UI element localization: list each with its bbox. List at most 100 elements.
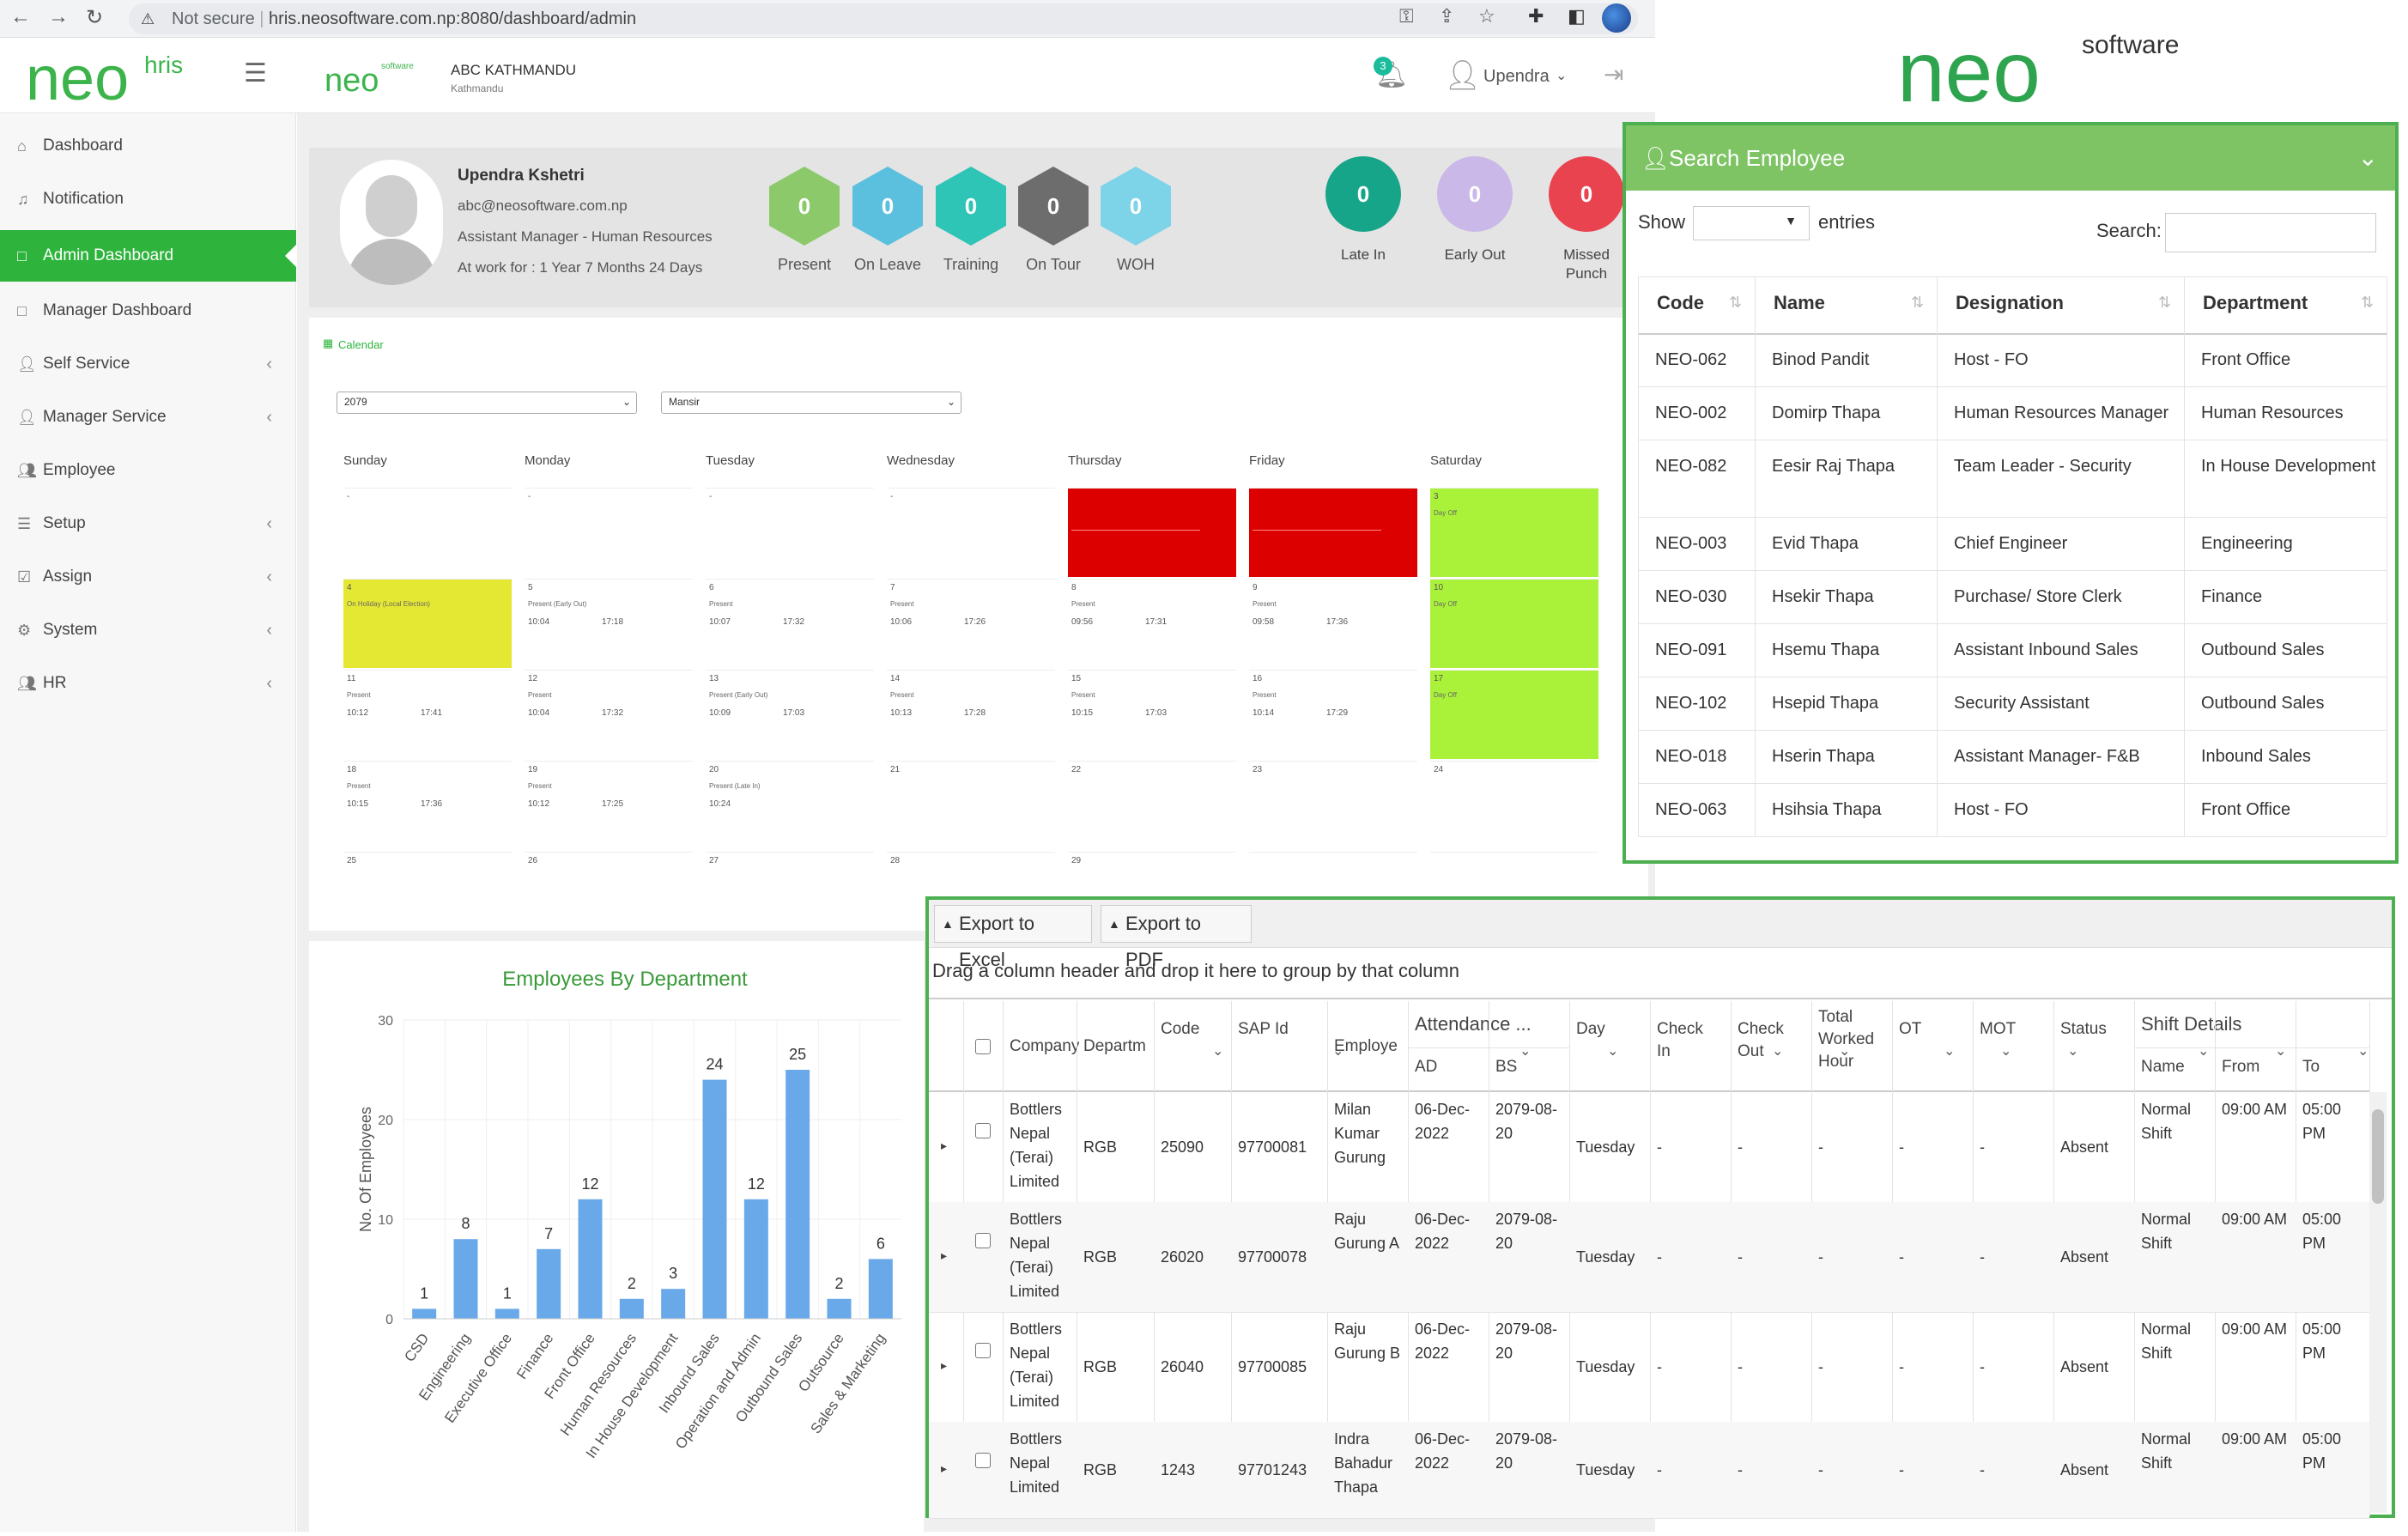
export-excel-button[interactable]: ▲ Export to Excel — [934, 905, 1092, 970]
calendar-day-cell[interactable]: 12 Present 10:04 17:32 — [525, 670, 693, 759]
stat-training-hex[interactable]: 0 — [936, 167, 1006, 246]
column-header-ot[interactable]: OT — [1899, 1020, 1922, 1038]
sort-icon[interactable]: ⇅ — [1911, 294, 1925, 311]
chevron-down-icon[interactable]: ⌄ — [1332, 1044, 1344, 1059]
chevron-down-icon[interactable]: ⌄ — [2357, 1044, 2369, 1059]
calendar-day-cell[interactable]: 25 — [343, 852, 512, 941]
calendar-day-cell[interactable]: 6 Present 10:07 17:32 — [706, 579, 874, 668]
chevron-down-icon[interactable]: ⌄ — [2357, 144, 2378, 171]
stat-woh-hex[interactable]: 0 — [1101, 167, 1171, 246]
calendar-day-cell[interactable]: 28 — [887, 852, 1055, 941]
extensions-icon[interactable]: ✚ — [1528, 5, 1544, 27]
column-header-code[interactable]: Code — [1161, 1020, 1200, 1038]
calendar-day-cell[interactable]: 21 — [887, 761, 1055, 850]
column-header-checkin[interactable]: Check In — [1657, 1020, 1703, 1060]
sort-icon[interactable]: ⇅ — [1729, 294, 1743, 311]
calendar-day-cell[interactable]: 16 Present 10:14 17:29 — [1249, 670, 1417, 759]
row-checkbox[interactable] — [975, 1123, 991, 1138]
user-avatar-icon[interactable]: 👤︎ — [1444, 59, 1482, 92]
punch-early-out-circle[interactable]: 0 — [1437, 156, 1513, 232]
calendar-day-cell[interactable]: 10 Day Off — [1430, 579, 1598, 668]
calendar-day-cell[interactable]: 5 Present (Early Out) 10:04 17:18 — [525, 579, 693, 668]
address-bar[interactable]: ⚠ Not secure | hris.neosoftware.com.np:8… — [129, 3, 1638, 34]
calendar-day-cell[interactable]: 4 On Holiday (Local Election) — [343, 579, 512, 668]
column-group-shift[interactable]: Shift Details — [2141, 1013, 2242, 1035]
sidebar-item-setup[interactable]: ☰ Setup ‹ — [0, 498, 296, 549]
calendar-day-cell[interactable]: 3 Day Off — [1430, 488, 1598, 577]
column-header-from[interactable]: From — [2222, 1058, 2260, 1076]
chevron-down-icon[interactable]: ⌄ — [1556, 69, 1568, 83]
calendar-day-cell[interactable]: 8 Present 09:56 17:31 — [1068, 579, 1236, 668]
calendar-day-cell[interactable]: 18 Present 10:15 17:36 — [343, 761, 512, 850]
chevron-down-icon[interactable]: ⌄ — [2000, 1044, 2012, 1059]
calendar-day-cell[interactable]: - — [343, 488, 512, 577]
calendar-day-cell[interactable]: 24 — [1430, 761, 1598, 850]
stat-present-hex[interactable]: 0 — [769, 167, 840, 246]
select-all-checkbox[interactable] — [975, 1039, 991, 1054]
expand-row-icon[interactable]: ▸ — [941, 1138, 948, 1152]
calendar-day-cell[interactable] — [1430, 852, 1598, 941]
chevron-down-icon[interactable]: ⌄ — [1839, 1044, 1851, 1059]
expand-row-icon[interactable]: ▸ — [941, 1358, 948, 1372]
star-icon[interactable]: ☆ — [1478, 5, 1495, 27]
sidebar-item-manager-dashboard[interactable]: □ Manager Dashboard — [0, 285, 296, 337]
chevron-down-icon[interactable]: ⌄ — [2198, 1044, 2210, 1059]
column-header-name[interactable]: Name — [1774, 292, 1825, 313]
sort-icon[interactable]: ⇅ — [2361, 294, 2375, 311]
logout-icon[interactable]: ⇥ — [1604, 61, 1624, 88]
calendar-day-cell[interactable]: 14 Present 10:13 17:28 — [887, 670, 1055, 759]
stat-on-leave-hex[interactable]: 0 — [852, 167, 923, 246]
sidebar-item-admin-dashboard[interactable]: □ Admin Dashboard — [0, 230, 297, 282]
calendar-day-cell[interactable]: 20 Present (Late In) 10:24 — [706, 761, 874, 850]
sidepanel-icon[interactable]: ◧ — [1568, 5, 1586, 27]
calendar-day-cell[interactable]: 26 — [525, 852, 693, 941]
calendar-day-cell[interactable]: 22 — [1068, 761, 1236, 850]
grid-row[interactable] — [929, 1202, 2369, 1312]
forward-icon[interactable]: → — [48, 5, 69, 28]
column-group-attendance[interactable]: Attendance ... — [1415, 1013, 1532, 1035]
column-header-to[interactable]: To — [2302, 1058, 2320, 1076]
search-panel-header[interactable]: 👤︎ Search Employee ⌄ — [1626, 125, 2395, 191]
user-name[interactable]: Upendra — [1483, 67, 1550, 86]
column-header-checkout[interactable]: Check Out — [1738, 1020, 1784, 1060]
expand-row-icon[interactable]: ▸ — [941, 1461, 948, 1475]
column-header-sap[interactable]: SAP Id — [1238, 1020, 1289, 1038]
expand-row-icon[interactable]: ▸ — [941, 1248, 948, 1262]
column-header-day[interactable]: Day — [1576, 1020, 1605, 1038]
key-icon[interactable]: ⚿ — [1399, 5, 1414, 27]
share-icon[interactable]: ⇪ — [1439, 5, 1455, 27]
calendar-day-cell[interactable] — [1068, 488, 1236, 577]
sidebar-item-hr[interactable]: 👥︎ HR ‹ — [0, 658, 296, 709]
reload-icon[interactable]: ↻ — [86, 6, 104, 29]
column-header-total[interactable]: Total Worked Hour — [1818, 1008, 1875, 1071]
back-icon[interactable]: ← — [10, 5, 31, 28]
sidebar-item-dashboard[interactable]: ⌂ Dashboard — [0, 120, 296, 172]
column-header-bs[interactable]: BS — [1495, 1058, 1518, 1076]
profile-globe-icon[interactable] — [1602, 3, 1631, 33]
chevron-down-icon[interactable]: ⌄ — [1772, 1044, 1784, 1059]
calendar-day-cell[interactable] — [1249, 852, 1417, 941]
row-checkbox[interactable] — [975, 1233, 991, 1248]
chevron-down-icon[interactable]: ⌄ — [1212, 1044, 1224, 1059]
sidebar-item-assign[interactable]: ☑ Assign ‹ — [0, 551, 296, 603]
search-input[interactable] — [2165, 213, 2376, 252]
calendar-day-cell[interactable]: 23 — [1249, 761, 1417, 850]
sidebar-item-employee[interactable]: 👥︎ Employee — [0, 445, 296, 496]
punch-late-in-circle[interactable]: 0 — [1325, 156, 1401, 232]
sidebar-item-manager-service[interactable]: 👤︎ Manager Service ‹ — [0, 392, 296, 443]
year-select[interactable]: 2079 ⌄ — [337, 392, 637, 414]
entries-select[interactable]: ▼ — [1693, 206, 1810, 240]
calendar-day-cell[interactable]: 15 Present 10:15 17:03 — [1068, 670, 1236, 759]
calendar-day-cell[interactable]: 7 Present 10:06 17:26 — [887, 579, 1055, 668]
column-header-department[interactable]: Departm — [1083, 1037, 1146, 1055]
row-checkbox[interactable] — [975, 1453, 991, 1468]
calendar-day-cell[interactable]: 13 Present (Early Out) 10:09 17:03 — [706, 670, 874, 759]
chevron-down-icon[interactable]: ⌄ — [1519, 1044, 1532, 1059]
calendar-day-cell[interactable]: 29 — [1068, 852, 1236, 941]
chevron-down-icon[interactable]: ⌄ — [2275, 1044, 2287, 1059]
calendar-day-cell[interactable]: 11 Present 10:12 17:41 — [343, 670, 512, 759]
month-select[interactable]: Mansir ⌄ — [661, 392, 961, 414]
calendar-day-cell[interactable]: 17 Day Off — [1430, 670, 1598, 759]
column-header-designation[interactable]: Designation — [1956, 292, 2064, 313]
column-header-ad[interactable]: AD — [1415, 1058, 1438, 1076]
